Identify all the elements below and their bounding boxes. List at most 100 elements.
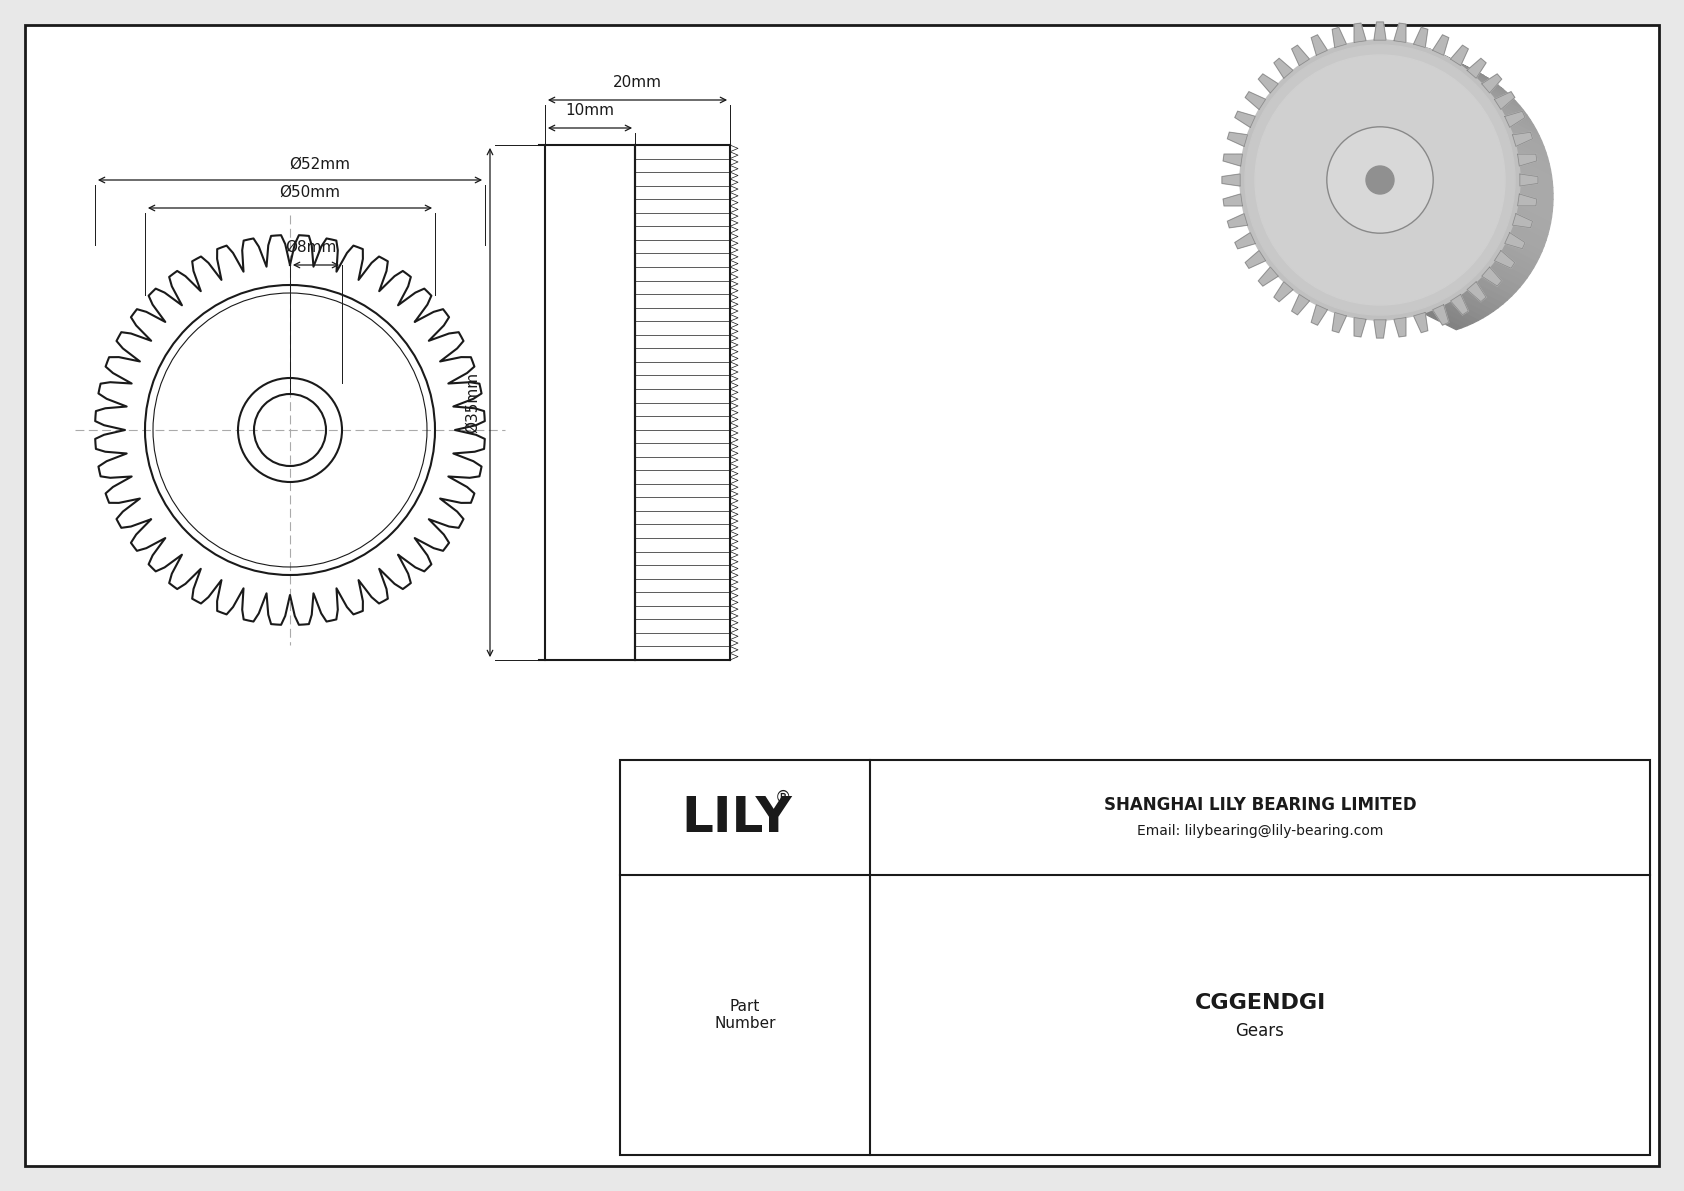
Polygon shape <box>1519 189 1553 211</box>
Polygon shape <box>1460 291 1499 311</box>
Polygon shape <box>1484 270 1521 292</box>
Polygon shape <box>1445 56 1484 75</box>
Polygon shape <box>1484 85 1521 106</box>
Polygon shape <box>1494 92 1514 110</box>
Polygon shape <box>1450 60 1489 79</box>
Polygon shape <box>1433 305 1448 325</box>
Polygon shape <box>1500 108 1536 131</box>
Polygon shape <box>1374 320 1386 338</box>
Polygon shape <box>1455 294 1494 314</box>
Polygon shape <box>1223 194 1243 206</box>
Text: Ø35mm: Ø35mm <box>465 372 480 434</box>
Polygon shape <box>1517 194 1537 206</box>
Text: Ø52mm: Ø52mm <box>290 157 350 172</box>
Polygon shape <box>1505 111 1526 127</box>
Polygon shape <box>1482 267 1502 286</box>
Polygon shape <box>1450 298 1489 318</box>
Polygon shape <box>1223 154 1243 166</box>
Polygon shape <box>1479 275 1516 295</box>
Polygon shape <box>1516 148 1551 170</box>
Polygon shape <box>1234 232 1255 249</box>
Text: CGGENDGI: CGGENDGI <box>1194 993 1325 1014</box>
Text: 10mm: 10mm <box>566 102 615 118</box>
Polygon shape <box>1423 311 1462 330</box>
Polygon shape <box>1413 27 1428 48</box>
Polygon shape <box>1455 62 1494 82</box>
Polygon shape <box>1423 46 1462 66</box>
Polygon shape <box>1519 172 1553 193</box>
Polygon shape <box>1460 66 1499 86</box>
Polygon shape <box>1519 195 1553 217</box>
Polygon shape <box>1519 160 1553 181</box>
Polygon shape <box>1430 308 1467 328</box>
Polygon shape <box>1433 35 1448 55</box>
Polygon shape <box>1511 130 1546 152</box>
Polygon shape <box>1479 81 1516 101</box>
Circle shape <box>1255 55 1505 305</box>
Polygon shape <box>1514 212 1549 235</box>
Polygon shape <box>1500 245 1536 268</box>
Polygon shape <box>1228 213 1248 227</box>
Circle shape <box>1244 45 1516 314</box>
Polygon shape <box>1374 23 1386 40</box>
Polygon shape <box>1312 305 1327 325</box>
Polygon shape <box>1332 27 1346 48</box>
Text: 20mm: 20mm <box>613 75 662 91</box>
Circle shape <box>1366 166 1394 194</box>
Polygon shape <box>1517 201 1551 223</box>
Polygon shape <box>1504 114 1539 136</box>
Polygon shape <box>1519 183 1553 205</box>
Circle shape <box>1239 40 1521 320</box>
Polygon shape <box>1354 23 1366 43</box>
Text: Part
Number: Part Number <box>714 999 776 1031</box>
Polygon shape <box>1258 74 1278 93</box>
Polygon shape <box>1440 54 1479 73</box>
Polygon shape <box>1494 99 1531 120</box>
Text: ®: ® <box>775 788 791 806</box>
Polygon shape <box>1512 136 1548 158</box>
Bar <box>546 145 635 660</box>
Polygon shape <box>1292 45 1310 66</box>
Polygon shape <box>1497 251 1534 273</box>
Polygon shape <box>1223 174 1239 186</box>
Polygon shape <box>1413 312 1428 332</box>
Polygon shape <box>1505 235 1541 257</box>
Polygon shape <box>1244 92 1266 110</box>
Polygon shape <box>1516 207 1551 229</box>
Text: Ø8mm: Ø8mm <box>285 241 337 255</box>
Polygon shape <box>1494 250 1514 268</box>
Polygon shape <box>1511 224 1546 247</box>
Polygon shape <box>1275 58 1293 79</box>
Polygon shape <box>1487 266 1524 287</box>
Polygon shape <box>1517 154 1551 176</box>
Polygon shape <box>1509 230 1544 251</box>
Polygon shape <box>1490 94 1527 116</box>
Polygon shape <box>1435 51 1474 70</box>
Polygon shape <box>1440 304 1479 323</box>
Polygon shape <box>1312 35 1327 55</box>
Polygon shape <box>1234 111 1255 127</box>
Polygon shape <box>1512 132 1532 146</box>
Polygon shape <box>1465 287 1502 307</box>
Polygon shape <box>1505 232 1526 249</box>
Polygon shape <box>1394 23 1406 43</box>
Text: Email: lilybearing@lily-bearing.com: Email: lilybearing@lily-bearing.com <box>1137 824 1383 838</box>
Polygon shape <box>1275 282 1293 301</box>
Polygon shape <box>1482 74 1502 93</box>
Bar <box>620 760 1650 1155</box>
Polygon shape <box>1244 250 1266 268</box>
Polygon shape <box>1465 69 1502 89</box>
Polygon shape <box>1475 279 1512 300</box>
Polygon shape <box>1332 312 1346 332</box>
Polygon shape <box>1450 294 1468 314</box>
Polygon shape <box>1517 154 1537 166</box>
Polygon shape <box>1487 89 1524 111</box>
Polygon shape <box>1497 104 1534 125</box>
Polygon shape <box>1509 125 1544 146</box>
Polygon shape <box>1435 306 1474 325</box>
Polygon shape <box>1504 241 1539 262</box>
Polygon shape <box>1394 318 1406 337</box>
Polygon shape <box>1512 218 1548 241</box>
Polygon shape <box>1470 73 1507 93</box>
Circle shape <box>1327 126 1433 233</box>
